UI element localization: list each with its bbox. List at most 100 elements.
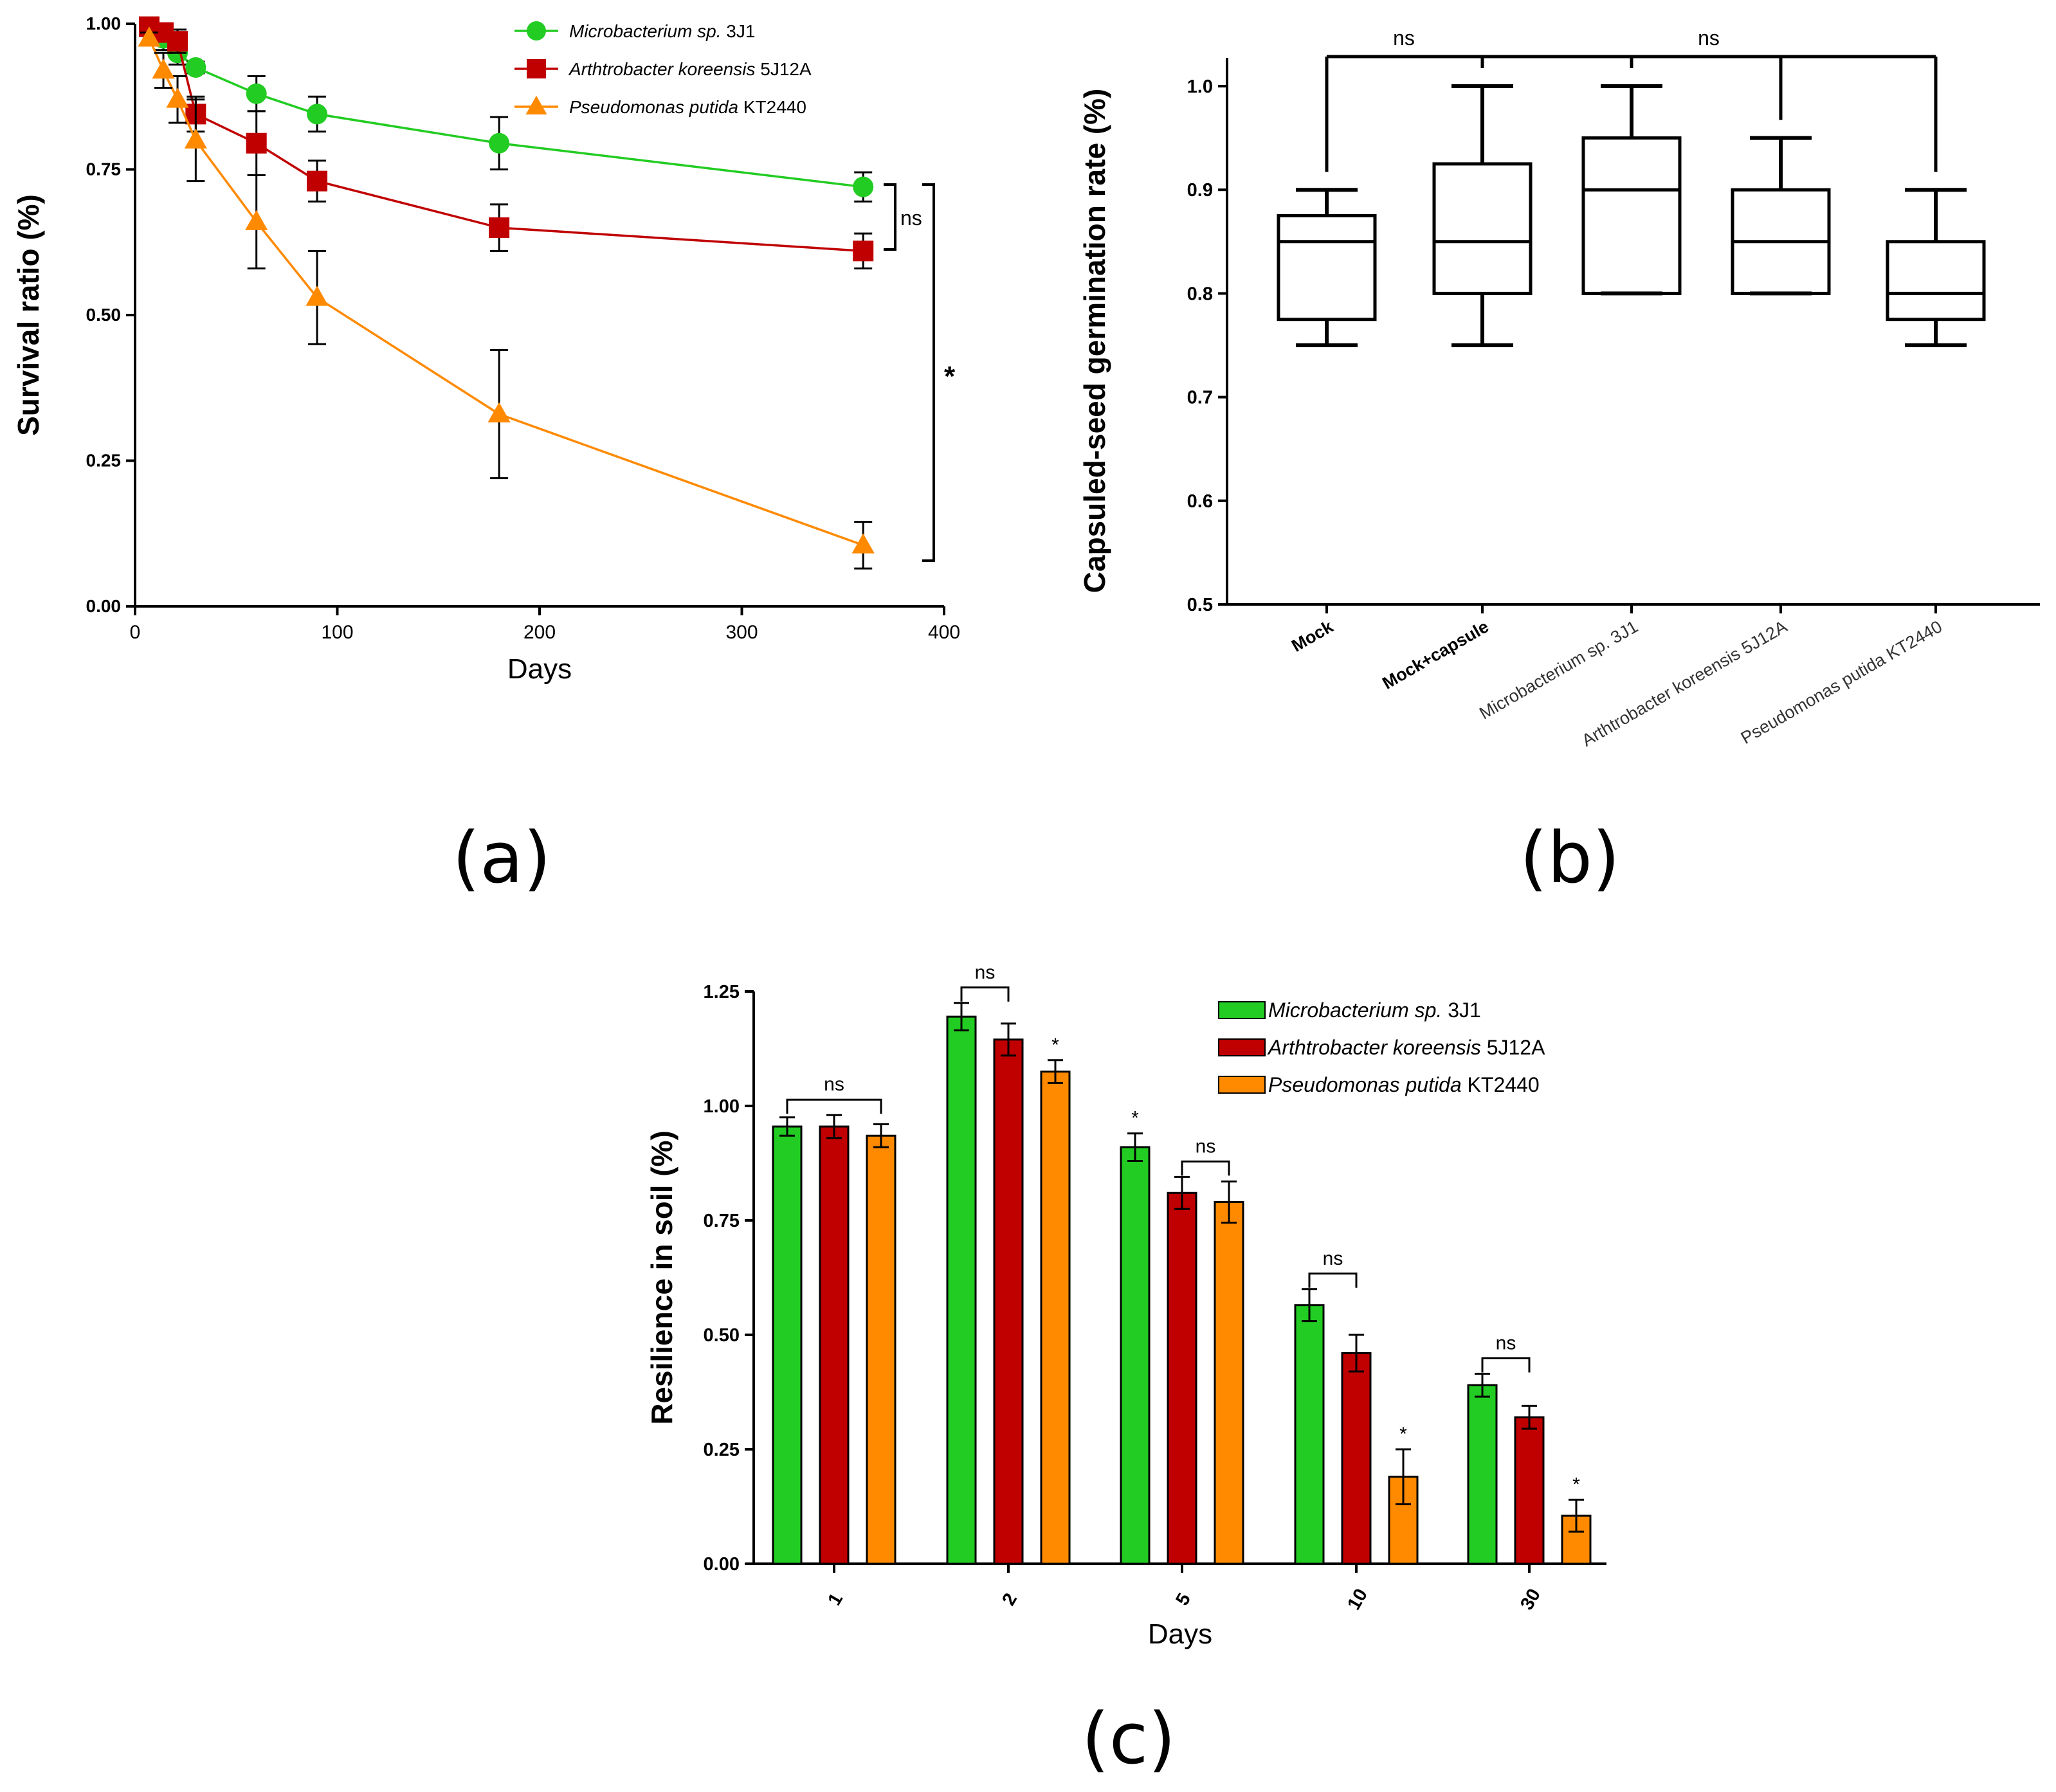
legend-label-strain: 3J1 [726, 21, 755, 41]
annotation-ns: ns [1393, 26, 1415, 50]
legend-label-species: Arthtrobacter koreensis [568, 59, 760, 79]
data-point [246, 83, 267, 104]
data-point [166, 87, 189, 108]
y-axis-title: Survival ratio (%) [12, 194, 45, 436]
data-point [138, 26, 161, 47]
legend-label-species: Pseudomonas putida [1268, 1073, 1468, 1096]
bar [1120, 1146, 1151, 1565]
data-point [853, 240, 874, 262]
bar [1514, 1416, 1545, 1565]
legend-swatch [1218, 1038, 1266, 1056]
annotation-star: * [1131, 1108, 1139, 1129]
box [1581, 136, 1682, 295]
legend-label-strain: KT2440 [1468, 1073, 1540, 1096]
x-tick-label: 5 [1172, 1590, 1195, 1609]
bracket-ns [1481, 1357, 1531, 1373]
legend-label: Microbacterium sp. 3J1 [569, 21, 755, 41]
bracket-ns [960, 986, 1010, 1002]
annotation-star: * [1572, 1474, 1580, 1495]
data-point [307, 170, 328, 192]
bracket-star [922, 183, 935, 562]
x-category-label: Mock+capsule [1379, 617, 1492, 693]
box [1886, 240, 1986, 321]
data-point [305, 285, 329, 306]
panel-b-germination-boxplot: 0.5 0.6 0.7 0.8 0.9 1.0 Capsuled-seed germinat… [1078, 26, 2040, 750]
y-axis-title: Resilience in soil (%) [645, 1130, 678, 1425]
legend-label-species: Microbacterium sp. [569, 21, 726, 41]
y-tick-label: 0.8 [1187, 284, 1213, 304]
y-tick-label: 0.6 [1187, 491, 1213, 512]
legend-label: Arthtrobacter koreensis 5J12A [1267, 1036, 1545, 1059]
legend-label-strain: 5J12A [1487, 1036, 1545, 1059]
x-category-label: Microbacterium sp. 3J1 [1476, 617, 1641, 723]
annotation-star: * [944, 361, 956, 392]
annotation-ns: ns [824, 1074, 844, 1095]
x-tick-label: 400 [928, 622, 960, 643]
x-tick-label: 300 [725, 622, 758, 643]
legend-label-strain: KT2440 [743, 97, 806, 117]
data-point [307, 104, 328, 125]
y-tick-label: 1.0 [1187, 77, 1213, 97]
legend-marker [525, 95, 547, 114]
bar [1294, 1304, 1325, 1565]
x-axis-title: Days [1148, 1618, 1212, 1650]
legend-swatch [1218, 1001, 1266, 1019]
bar [819, 1125, 850, 1565]
data-point [185, 57, 206, 78]
x-tick-label: 30 [1516, 1586, 1545, 1614]
x-tick-label: 1 [824, 1590, 847, 1609]
y-axis-title: Capsuled-seed germination rate (%) [1078, 89, 1111, 593]
y-tick-label: 0.75 [704, 1211, 740, 1231]
annotation-ns: ns [975, 962, 996, 983]
y-tick-label: 0.5 [1187, 595, 1213, 615]
bracket-ns [884, 183, 896, 251]
annotation-ns: ns [1496, 1333, 1516, 1354]
bracket-ns [1181, 1160, 1230, 1176]
y-tick-label: 1.00 [704, 1096, 740, 1117]
panel-label-c: (c) [1082, 1697, 1176, 1780]
panel-label-a: (a) [452, 817, 550, 899]
annotation-ns: ns [900, 206, 922, 230]
x-tick-label: 2 [998, 1590, 1021, 1609]
y-tick-label: 0.7 [1187, 388, 1213, 408]
box [1277, 214, 1377, 321]
y-tick-label: 0.00 [86, 596, 122, 616]
panel-c-resilience-barchart: 0.00 0.25 0.50 0.75 1.00 1.25 Resilience in so… [645, 962, 1606, 1650]
x-category-label: Mock [1288, 617, 1337, 656]
y-tick-label: 0.25 [704, 1440, 740, 1460]
annotation-star: * [1399, 1424, 1407, 1445]
bar [946, 1015, 977, 1565]
legend-marker [527, 21, 546, 41]
legend-label: Arthtrobacter koreensis 5J12A [568, 59, 812, 79]
bar [1040, 1071, 1071, 1565]
y-tick-label: 0.50 [704, 1325, 740, 1346]
bar [1467, 1384, 1498, 1565]
data-point [489, 217, 510, 239]
x-axis-title: Days [507, 653, 572, 685]
box [1432, 162, 1533, 295]
legend-label: Pseudomonas putida KT2440 [569, 97, 806, 117]
data-point [851, 533, 875, 554]
bar [1167, 1191, 1197, 1565]
annotation-ns: ns [1323, 1248, 1343, 1269]
annotation-ns: ns [1196, 1136, 1216, 1157]
data-point [167, 31, 188, 52]
bar [866, 1134, 896, 1565]
legend-swatch [1218, 1076, 1266, 1094]
legend-label: Microbacterium sp. 3J1 [1268, 999, 1481, 1022]
panel-label-b: (b) [1520, 817, 1620, 899]
bar [1341, 1352, 1372, 1565]
data-point [853, 176, 874, 197]
data-point [489, 132, 510, 154]
legend-label-species: Arthtrobacter koreensis [1267, 1036, 1487, 1059]
legend-label-strain: 3J1 [1448, 999, 1481, 1022]
data-point [487, 402, 511, 422]
y-tick-label: 0.00 [704, 1554, 740, 1575]
x-tick-label: 0 [130, 622, 141, 643]
bar [1214, 1201, 1244, 1565]
data-point [246, 132, 267, 154]
legend-label-species: Microbacterium sp. [1268, 999, 1448, 1022]
legend-label-species: Pseudomonas putida [569, 97, 743, 117]
bar [993, 1038, 1024, 1565]
